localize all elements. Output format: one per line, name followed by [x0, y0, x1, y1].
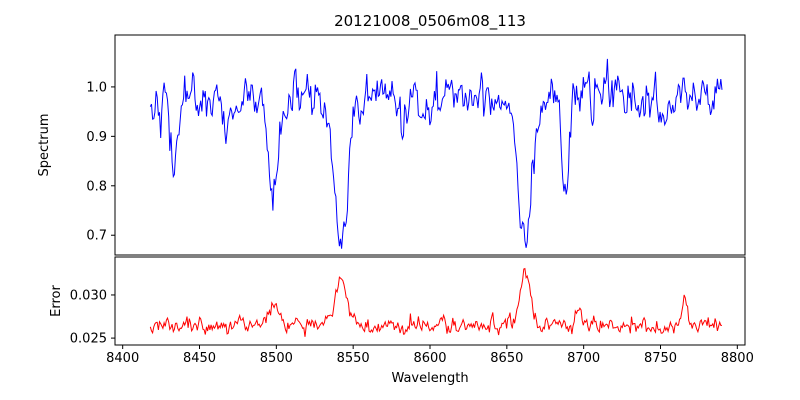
plot-dynamic-layer: 8400 8450 8500 8550 8600 8650 8700 8750 8800 0.7 0…: [70, 58, 754, 366]
x-tick-label: 8800: [721, 351, 754, 366]
error-subplot-frame: [114, 256, 746, 346]
error-axis-label: Error: [49, 285, 64, 317]
x-tick-label: 8500: [260, 351, 293, 366]
x-tick-label: 8600: [413, 351, 446, 366]
spectrum-y-tick-label: 0.8: [86, 179, 107, 194]
x-tick-label: 8750: [644, 351, 677, 366]
x-tick-label: 8700: [567, 351, 600, 366]
error-line: [149, 267, 722, 337]
x-tick-label: 8550: [337, 351, 370, 366]
spectrum-line: [149, 58, 723, 249]
x-tick-label: 8450: [183, 351, 216, 366]
error-y-tick-label: 0.025: [70, 332, 107, 347]
spectrum-y-tick-label: 0.7: [86, 229, 107, 244]
spectrum-axis-label: Spectrum: [37, 114, 52, 177]
spectrum-subplot-frame: [114, 34, 746, 256]
chart-title: 20121008_0506m08_113: [334, 12, 526, 31]
spectrum-y-tick-label: 1.0: [86, 80, 107, 95]
error-y-tick-label: 0.030: [70, 288, 107, 303]
spectrum-y-tick-label: 0.9: [86, 130, 107, 145]
x-axis-label: Wavelength: [391, 371, 468, 386]
x-tick-label: 8650: [490, 351, 523, 366]
x-tick-label: 8400: [106, 351, 139, 366]
